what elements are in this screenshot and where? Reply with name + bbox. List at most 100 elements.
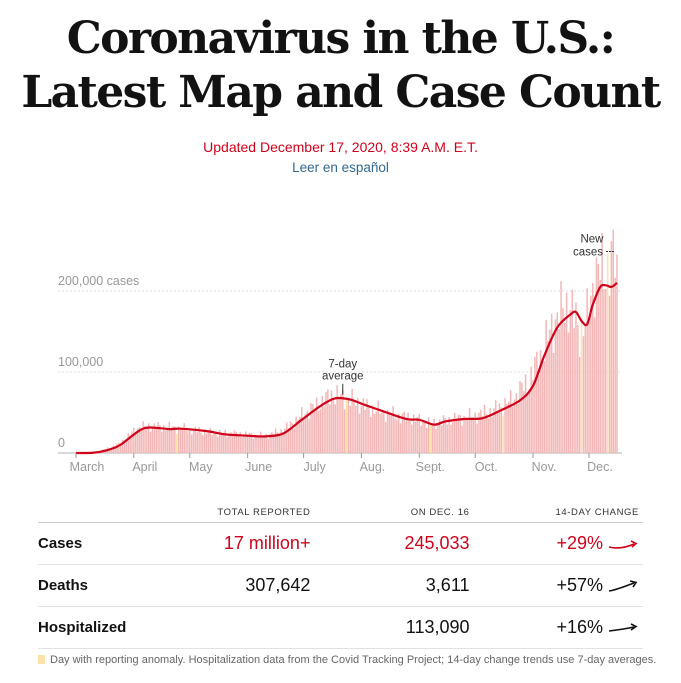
daily-case-bar: [461, 425, 463, 453]
daily-case-bar: [450, 424, 452, 453]
daily-case-bar: [532, 380, 534, 453]
daily-case-bar: [534, 356, 536, 453]
daily-case-bar: [166, 428, 169, 453]
daily-case-bar: [121, 439, 124, 453]
anomaly-swatch-icon: [38, 655, 45, 664]
daily-case-bar: [616, 254, 618, 453]
trend-up-icon: [608, 623, 638, 633]
daily-case-bar: [252, 438, 254, 453]
daily-case-bar: [321, 396, 323, 453]
daily-case-bar: [556, 312, 559, 453]
anomaly-bar: [345, 398, 348, 453]
daily-case-bar: [190, 434, 193, 453]
daily-case-bar: [342, 389, 344, 453]
daily-case-bar: [418, 413, 421, 453]
daily-case-bar: [368, 406, 370, 453]
daily-case-bar: [230, 432, 232, 453]
daily-case-bar: [506, 403, 508, 453]
daily-case-bar: [185, 430, 187, 453]
daily-case-bar: [179, 428, 182, 453]
daily-case-bar: [183, 423, 185, 453]
daily-case-bar: [420, 425, 422, 453]
daily-case-bar: [241, 437, 243, 453]
daily-case-bar: [537, 375, 540, 453]
daily-case-bar: [269, 433, 271, 453]
daily-case-bar: [123, 440, 126, 453]
day-value: 3,611: [314, 564, 474, 607]
daily-case-bar: [328, 404, 331, 453]
daily-case-bar: [427, 417, 430, 453]
daily-case-bar: [114, 446, 116, 453]
day-value: 245,033: [314, 522, 474, 565]
daily-case-bar: [319, 409, 322, 453]
daily-case-bar: [263, 436, 266, 453]
daily-case-bar: [405, 420, 407, 453]
annotation-label: 7-day: [328, 359, 357, 371]
daily-case-bar: [134, 434, 137, 453]
daily-case-bar: [457, 414, 460, 453]
daily-case-bar: [202, 435, 204, 453]
daily-case-bar: [323, 406, 325, 453]
daily-case-bar: [543, 361, 545, 453]
annotation-label: New: [580, 234, 604, 246]
daily-case-bar: [177, 426, 180, 453]
seven-day-average-line: [75, 282, 618, 455]
daily-case-bar: [424, 422, 426, 453]
daily-case-bar: [142, 421, 144, 453]
daily-case-bar: [261, 436, 264, 453]
change-cell: +16%: [473, 606, 643, 649]
daily-case-bar: [564, 322, 566, 453]
anomaly-bar: [502, 415, 504, 453]
daily-case-bar: [284, 428, 286, 453]
change-value: +16%: [556, 617, 603, 637]
daily-case-bar: [207, 430, 210, 453]
daily-case-bar: [340, 394, 342, 453]
daily-case-bar: [539, 350, 542, 453]
daily-case-bar: [496, 412, 499, 453]
stats-header-change: 14-DAY CHANGE: [473, 502, 643, 523]
daily-case-bar: [314, 409, 316, 453]
daily-case-bar: [351, 388, 353, 453]
daily-case-bar: [483, 404, 486, 453]
daily-case-bar: [267, 439, 269, 453]
daily-case-bar: [144, 425, 146, 453]
daily-case-bar: [522, 391, 525, 453]
daily-case-bar: [228, 434, 230, 453]
daily-case-bar: [437, 424, 439, 453]
daily-case-bar: [612, 229, 615, 453]
daily-case-bar: [409, 421, 411, 453]
daily-case-bar: [573, 328, 575, 453]
daily-case-bar: [487, 418, 490, 453]
daily-case-bar: [530, 366, 532, 453]
stats-row-deaths: Deaths 307,642 3,611 +57%: [38, 564, 643, 607]
daily-case-bar: [151, 427, 154, 453]
daily-case-bar: [172, 426, 174, 453]
daily-case-bar: [215, 433, 217, 453]
spanish-link[interactable]: Leer en español: [292, 160, 389, 175]
daily-case-bar: [416, 417, 419, 453]
x-tick-label: Dec.: [587, 460, 613, 474]
daily-case-bar: [517, 403, 519, 453]
daily-case-bar: [547, 340, 549, 453]
daily-case-bar: [455, 420, 458, 453]
daily-case-bar: [116, 443, 118, 453]
stats-header-row: TOTAL REPORTED ON DEC. 16 14-DAY CHANGE: [38, 502, 643, 523]
chart-x-axis: March April May June July Aug. Sept. Oct. Nov. De…: [70, 453, 613, 474]
daily-case-bar: [287, 428, 290, 453]
daily-case-bar: [161, 431, 163, 453]
daily-case-bar: [360, 406, 363, 453]
x-tick-label: July: [303, 460, 326, 474]
daily-case-bar: [403, 411, 406, 453]
daily-case-bar: [558, 328, 560, 453]
daily-case-bar: [362, 398, 365, 453]
x-tick-label: March: [70, 460, 105, 474]
change-value: +57%: [556, 575, 603, 595]
daily-case-bar: [304, 414, 307, 453]
daily-case-bar: [265, 433, 268, 453]
daily-case-bar: [597, 263, 600, 453]
daily-case-bar: [465, 418, 467, 453]
daily-case-bar: [209, 427, 212, 453]
daily-case-bar: [554, 319, 557, 453]
daily-case-bar: [605, 288, 607, 453]
daily-case-bar: [349, 406, 351, 453]
